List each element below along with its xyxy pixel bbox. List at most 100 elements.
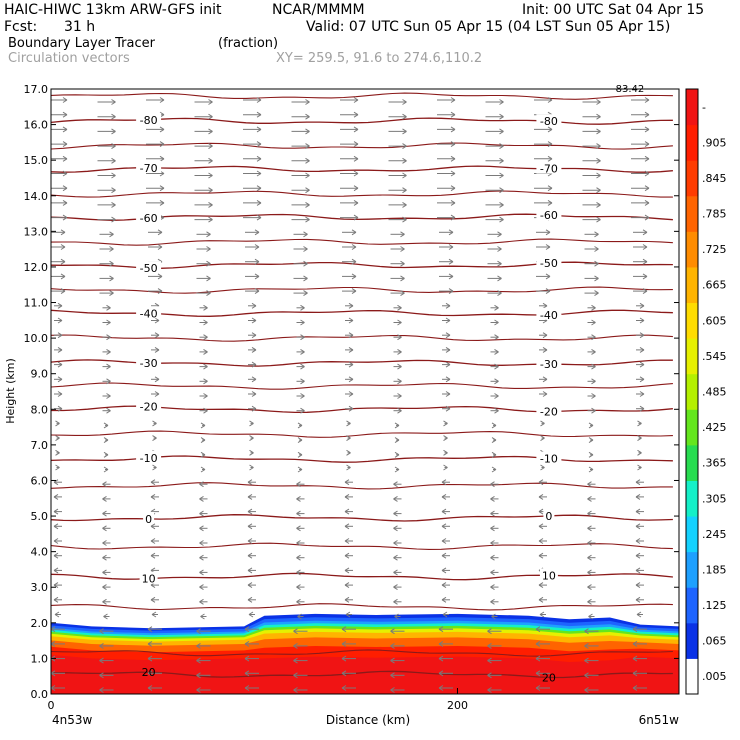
wind-vector-head bbox=[547, 155, 553, 162]
y-tick-label: 5.0 bbox=[31, 510, 49, 523]
wind-vector-head bbox=[206, 231, 211, 238]
wind-vector-head bbox=[106, 378, 111, 385]
wind-vector-head bbox=[300, 304, 305, 311]
wind-vector-head bbox=[57, 405, 63, 412]
colorbar-swatch bbox=[686, 195, 698, 232]
wind-vector-head bbox=[147, 626, 153, 633]
wind-vector-head bbox=[341, 626, 347, 633]
wind-vector-head bbox=[154, 376, 160, 383]
wind-vector-head bbox=[99, 657, 104, 664]
wind-vector-head bbox=[632, 655, 638, 662]
wind-vector-head bbox=[203, 378, 208, 385]
wind-vector-head bbox=[351, 288, 357, 295]
wind-vector-head bbox=[402, 172, 407, 179]
wind-vector-head bbox=[397, 334, 402, 341]
wind-vector-head bbox=[438, 670, 444, 677]
isotherm-line bbox=[51, 334, 673, 342]
isotherm-label-bg bbox=[136, 450, 162, 463]
field-name: Boundary Layer Tracer bbox=[8, 36, 155, 51]
colorbar-swatch bbox=[686, 622, 698, 659]
wind-vector-head bbox=[157, 288, 163, 295]
wind-vector-head bbox=[390, 687, 395, 693]
wind-vector-head bbox=[344, 596, 350, 603]
wind-vector-head bbox=[244, 670, 250, 677]
wind-vector-head bbox=[203, 363, 208, 370]
y-tick-label: 6.0 bbox=[31, 474, 49, 487]
wind-vector-head bbox=[303, 275, 308, 282]
isotherm-line bbox=[51, 238, 673, 246]
wind-vector-head bbox=[494, 334, 499, 341]
isotherm-label: -60 bbox=[540, 209, 558, 222]
wind-vector-head bbox=[293, 657, 298, 664]
colorbar-label: .905 bbox=[702, 136, 727, 149]
wind-vector-head bbox=[487, 672, 492, 679]
wind-vector-head bbox=[208, 216, 213, 223]
wind-vector-head bbox=[297, 613, 302, 620]
wind-vector-head bbox=[305, 172, 310, 179]
wind-vector-head bbox=[539, 611, 545, 618]
isotherm-line bbox=[51, 286, 673, 294]
wind-vector-head bbox=[208, 172, 213, 179]
wind-vector-head bbox=[587, 598, 592, 605]
wind-vector-head bbox=[494, 407, 499, 414]
wind-vector-head bbox=[62, 141, 68, 148]
wind-vector-head bbox=[538, 582, 544, 589]
wind-vector-head bbox=[587, 495, 592, 502]
y-tick-label: 1.0 bbox=[31, 652, 49, 665]
isotherm-label-bg bbox=[536, 451, 562, 464]
wind-vector-head bbox=[256, 214, 262, 221]
wind-vector-head bbox=[490, 510, 495, 517]
wind-vector-head bbox=[591, 393, 596, 399]
wind-vector-head bbox=[51, 640, 56, 647]
wind-vector-head bbox=[596, 187, 601, 194]
wind-vector-head bbox=[487, 687, 492, 693]
wind-vector-head bbox=[394, 613, 399, 620]
colorbar-swatch bbox=[686, 302, 698, 339]
wind-vector-head bbox=[57, 332, 63, 339]
wind-vector-head bbox=[535, 685, 541, 691]
wind-vector-head bbox=[60, 244, 66, 250]
wind-vector-head bbox=[196, 687, 201, 693]
wind-vector-head bbox=[438, 655, 444, 662]
wind-vector-head bbox=[150, 596, 156, 603]
wind-vector-head bbox=[297, 466, 303, 473]
wind-vector-head bbox=[438, 626, 444, 633]
wind-vector-head bbox=[199, 481, 204, 488]
wind-vector-head bbox=[206, 246, 211, 252]
wind-vector-head bbox=[635, 596, 641, 603]
colorbar-swatch bbox=[686, 516, 698, 553]
wind-vector-head bbox=[152, 420, 157, 427]
wind-vector-head bbox=[448, 288, 454, 295]
colorbar-swatch bbox=[686, 551, 698, 588]
colorbar-label: .305 bbox=[702, 492, 727, 505]
wind-vector-head bbox=[635, 479, 641, 486]
isotherm-line bbox=[51, 190, 673, 198]
wind-vector-head bbox=[206, 290, 211, 297]
wind-vector-head bbox=[639, 346, 645, 353]
wind-vector-head bbox=[341, 655, 347, 662]
wind-vector-head bbox=[247, 567, 253, 574]
wind-vector-head bbox=[348, 346, 354, 353]
isotherm-line bbox=[51, 382, 673, 390]
wind-vector-head bbox=[196, 642, 201, 649]
wind-vector-head bbox=[442, 611, 448, 618]
wind-vector-head bbox=[584, 657, 589, 664]
wind-vector-head bbox=[203, 393, 208, 399]
wind-vector-head bbox=[587, 554, 592, 561]
wind-vector-head bbox=[53, 508, 59, 515]
wind-vector-head bbox=[99, 687, 104, 693]
wind-vector-head bbox=[249, 449, 254, 456]
wind-vector-head bbox=[490, 598, 495, 605]
wind-vector-head bbox=[635, 582, 641, 589]
wind-vector-head bbox=[251, 346, 257, 353]
wind-vector-head bbox=[111, 113, 116, 120]
model-title: HAIC-HIWC 13km ARW-GFS init bbox=[4, 2, 222, 18]
fcst-label: Fcst: bbox=[4, 19, 38, 35]
isotherm-label-bg bbox=[139, 571, 158, 584]
wind-vector-head bbox=[199, 554, 204, 561]
wind-vector-head bbox=[305, 113, 310, 120]
wind-vector-head bbox=[247, 582, 253, 589]
wind-vector-head bbox=[247, 538, 253, 544]
wind-vector-head bbox=[394, 451, 400, 458]
wind-vector-head bbox=[157, 229, 163, 236]
